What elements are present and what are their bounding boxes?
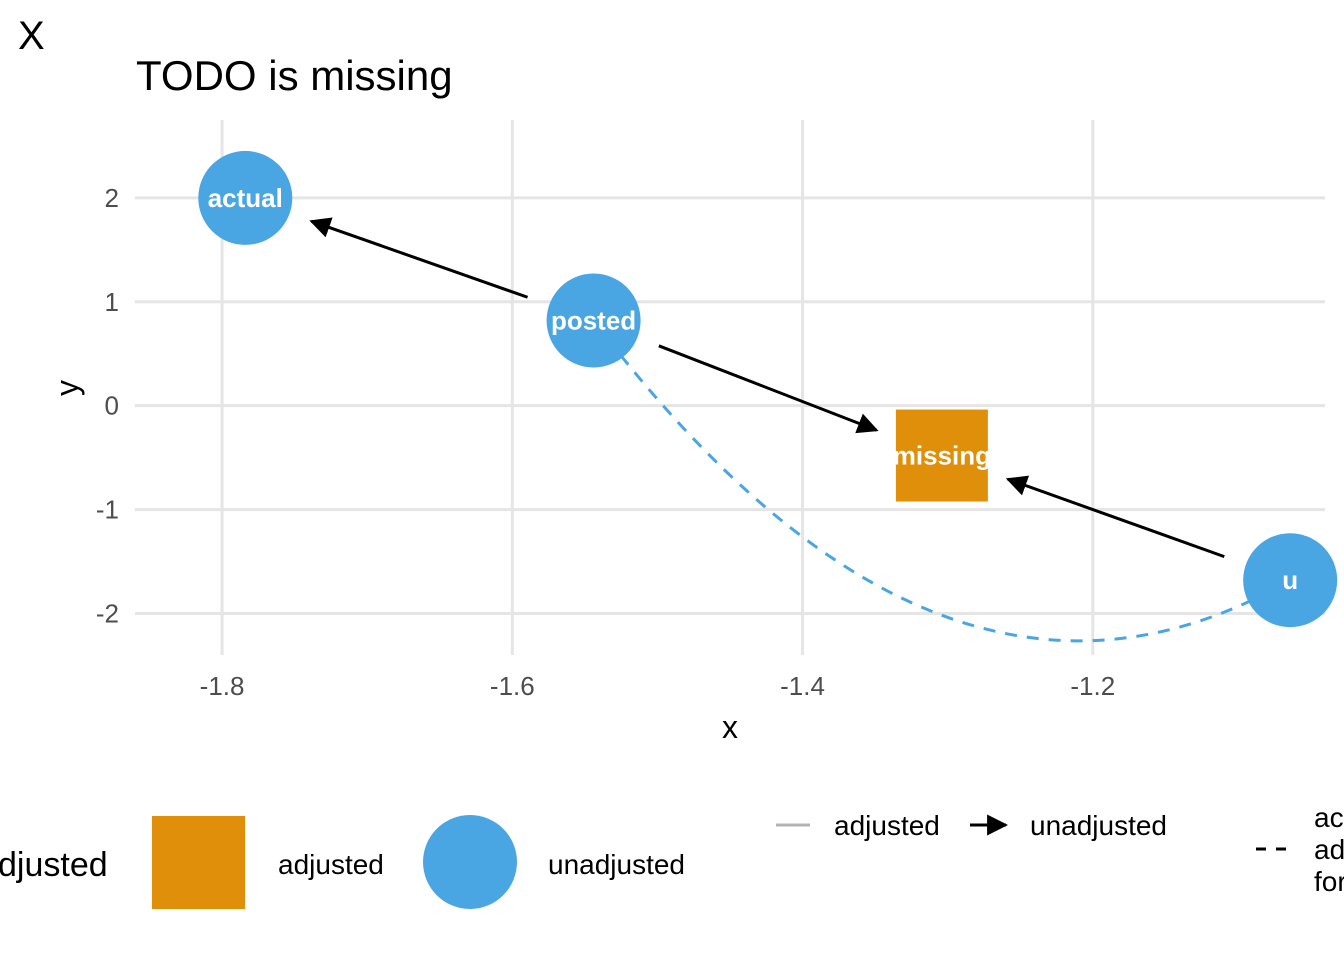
x-tick-label: -1.4 — [780, 671, 825, 701]
legend-edge-label-unadjusted: unadjusted — [1030, 810, 1167, 841]
y-tick-label: 1 — [105, 287, 119, 317]
legend-dashed-label-2: ad — [1314, 834, 1344, 865]
axes: x y -1.8 -1.6 -1.4 -1.2 2 1 0 -1 -2 — [49, 183, 1115, 745]
node-label-actual: actual — [208, 183, 283, 213]
x-axis-label: x — [722, 709, 738, 745]
y-tick-label: -2 — [96, 598, 119, 628]
edge-posted-missing — [658, 344, 879, 434]
edge-posted-u — [592, 319, 1291, 643]
legend-dashed-label-3: for — [1314, 866, 1344, 897]
node-u — [1243, 533, 1338, 628]
node-label-missing: missing — [893, 441, 991, 471]
nodes: actual posted missing u — [198, 150, 1338, 628]
legend: djusted adjusted unadjusted adjusted una… — [0, 802, 1344, 909]
node-label-u: u — [1282, 565, 1298, 595]
node-actual — [198, 150, 293, 245]
y-axis-label: y — [49, 380, 85, 396]
y-tick-label: 2 — [105, 183, 119, 213]
legend-title: djusted — [0, 846, 108, 884]
grid-lines — [135, 120, 1325, 655]
node-posted — [546, 273, 641, 368]
legend-edge-label-adjusted: adjusted — [834, 810, 940, 841]
edge-u-missing — [1005, 475, 1225, 559]
edge-posted-actual — [309, 217, 529, 299]
plot-title: TODO is missing — [136, 52, 453, 99]
legend-node-label-unadjusted: unadjusted — [548, 849, 685, 880]
legend-node-label-adjusted: adjusted — [278, 849, 384, 880]
figure-tag: X — [18, 14, 45, 58]
legend-dashed-label-1: ac — [1314, 802, 1344, 833]
x-tick-label: -1.8 — [200, 671, 245, 701]
legend-key-unadjusted — [423, 815, 517, 909]
node-missing — [895, 409, 988, 502]
y-tick-label: 0 — [105, 391, 119, 421]
x-tick-label: -1.2 — [1070, 671, 1115, 701]
edges — [309, 217, 1291, 643]
node-label-posted: posted — [551, 305, 636, 335]
y-tick-label: -1 — [96, 495, 119, 525]
x-tick-label: -1.6 — [490, 671, 535, 701]
legend-key-adjusted — [152, 816, 245, 909]
